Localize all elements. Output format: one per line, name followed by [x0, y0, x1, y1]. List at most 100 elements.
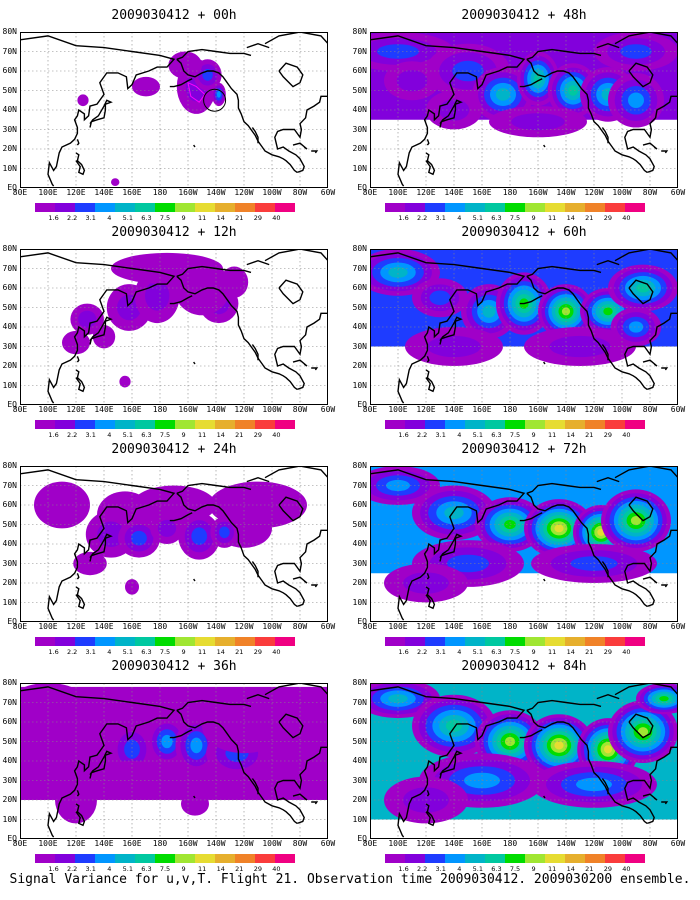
panel-title: 2009030412 + 36h [111, 659, 237, 674]
variance-contour [630, 516, 642, 526]
colorbar-label: 5.1 [122, 431, 134, 439]
colorbar-label: 4 [107, 648, 112, 656]
coastline [614, 249, 678, 262]
colorbar-swatch [195, 420, 215, 429]
coastline [264, 683, 328, 696]
lon-tick-label: 120W [584, 839, 604, 848]
map-area [370, 466, 678, 622]
variance-contour [191, 527, 208, 545]
colorbar-label: 40 [272, 865, 281, 873]
panel-title: 2009030412 + 24h [111, 442, 237, 457]
map-frame [370, 466, 678, 622]
lon-tick-label: 80W [642, 188, 658, 197]
lat-tick-label: 70N [352, 480, 367, 490]
coastline [169, 295, 193, 305]
lat-tick-label: 20N [2, 578, 17, 587]
colorbar-label: 9 [181, 431, 186, 439]
coastline [596, 476, 620, 483]
coastline [543, 144, 546, 148]
lon-tick-label: 100W [262, 839, 282, 848]
lon-tick-label: 80E [362, 622, 378, 631]
variance-contour [216, 91, 221, 98]
coastline [278, 496, 304, 522]
colorbar-swatch [625, 637, 645, 646]
coastline [274, 529, 328, 608]
colorbar-swatch [75, 854, 95, 863]
colorbar-label: 21 [585, 865, 594, 873]
colorbar-swatch [215, 203, 235, 212]
colorbar-label: 3.1 [85, 431, 96, 439]
colorbar-swatch [445, 420, 465, 429]
coastline [596, 693, 620, 700]
colorbar-label: 1.6 [398, 431, 409, 439]
panel-title: 2009030412 + 72h [461, 442, 587, 457]
variance-contour [511, 113, 565, 131]
lat-tick-label: 80N [2, 678, 17, 687]
lon-tick-label: 80E [12, 405, 28, 414]
colorbar-label: 1.6 [48, 648, 59, 656]
colorbar [385, 637, 645, 646]
variance-contour [34, 481, 90, 529]
lon-tick-label: 60W [670, 622, 686, 631]
lon-tick-label: 180 [502, 622, 518, 631]
map-svg [370, 249, 678, 405]
coastline [76, 790, 80, 797]
coastline [246, 693, 270, 700]
variance-contour [388, 267, 408, 278]
variance-contour [628, 321, 644, 333]
coastline [311, 584, 319, 588]
coastline [614, 683, 678, 696]
lon-tick-label: 80W [292, 622, 308, 631]
colorbar-swatch [255, 420, 275, 429]
colorbar-label: 2.2 [66, 648, 78, 656]
variance-contour [124, 739, 140, 759]
colorbar-swatch [235, 637, 255, 646]
coastline [176, 482, 252, 494]
colorbar-label: 40 [622, 865, 631, 873]
colorbar [385, 203, 645, 212]
lat-tick-label: 60N [2, 66, 17, 75]
lat-tick-label: 70N [2, 46, 17, 56]
lat-tick-label: 10N [352, 814, 367, 824]
lon-tick-label: 100E [38, 622, 58, 631]
lon-tick-label: 140E [444, 405, 464, 414]
coastline [628, 279, 654, 305]
colorbar-label: 9 [531, 865, 536, 873]
coastline [642, 359, 658, 367]
colorbar-swatch [405, 637, 425, 646]
colorbar-swatch [95, 420, 115, 429]
variance-contour [637, 727, 649, 737]
colorbar-swatch [385, 637, 405, 646]
lon-tick-label: 120E [66, 405, 86, 414]
colorbar-swatch [35, 203, 55, 212]
lon-tick-label: 80W [292, 405, 308, 414]
colorbar-label: 5.1 [472, 865, 484, 873]
colorbar-swatch [505, 637, 525, 646]
colorbar-swatch [565, 420, 585, 429]
coastline [193, 578, 196, 582]
lon-tick-label: 80W [642, 405, 658, 414]
colorbar-label: 14 [216, 648, 225, 656]
lon-tick-label: 60W [670, 188, 686, 197]
lon-tick-label: 80W [642, 622, 658, 631]
colorbar-label: 6.3 [491, 214, 502, 222]
coastline [439, 316, 463, 345]
colorbar-swatch [465, 420, 485, 429]
lat-tick-label: 40N [2, 756, 17, 765]
map-svg [20, 249, 328, 405]
colorbar-label: 3.1 [435, 648, 446, 656]
lat-tick-label: 70N [2, 263, 17, 273]
lon-tick-label: 80W [292, 839, 308, 848]
lon-tick-label: 140W [556, 405, 576, 414]
lon-tick-label: 100E [388, 622, 408, 631]
coastline [624, 529, 678, 608]
coastline [624, 746, 678, 825]
lat-tick-label: EQ [357, 834, 367, 843]
lon-tick-label: 120E [66, 622, 86, 631]
colorbar-label: 6.3 [141, 214, 152, 222]
lon-tick-label: 160W [528, 405, 548, 414]
variance-contour [549, 335, 611, 358]
panel-title: 2009030412 + 84h [461, 659, 587, 674]
panel-title: 2009030412 + 60h [461, 225, 587, 240]
lat-tick-label: 40N [352, 756, 367, 765]
